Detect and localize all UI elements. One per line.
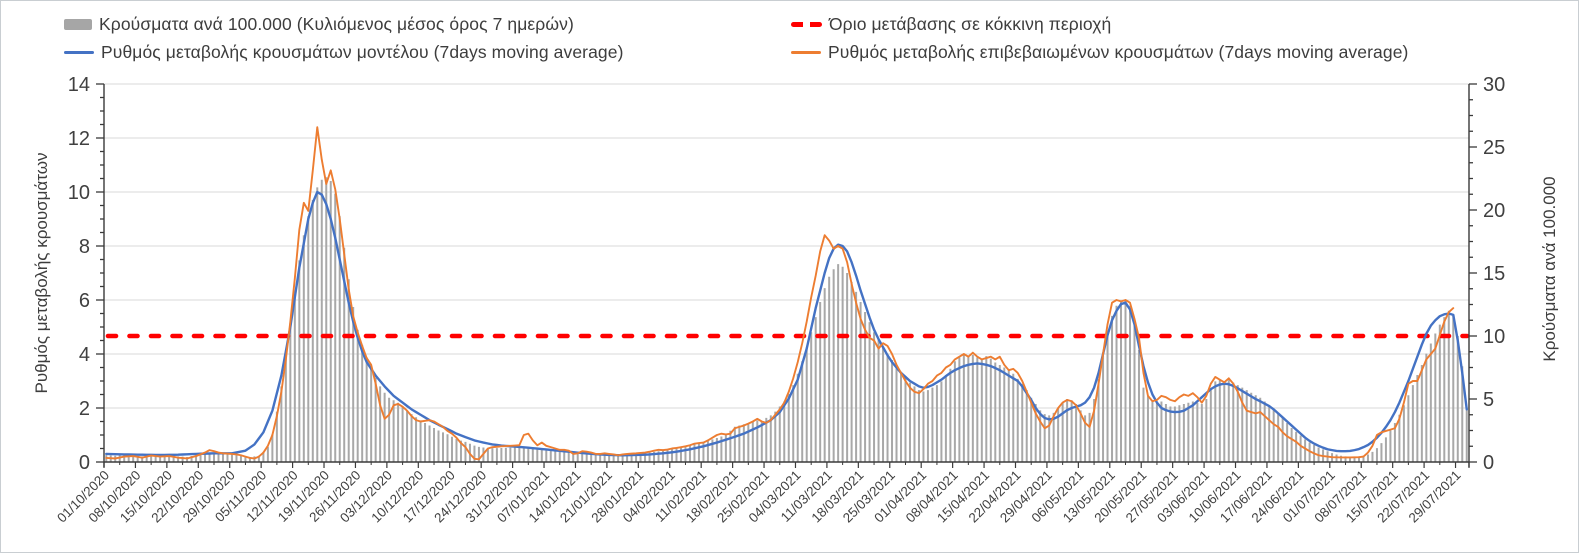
red-dashed-line-swatch-icon: [791, 22, 822, 27]
legend-label-red-threshold: Όριο μετάβασης σε κόκκινη περιοχή: [829, 14, 1112, 34]
legend-item-model-rate: Ρυθμός μεταβολής κρουσμάτων μοντέλου (7d…: [64, 42, 624, 63]
gray-bar-swatch-icon: [64, 19, 92, 30]
svg-text:2: 2: [79, 398, 90, 420]
svg-text:6: 6: [79, 290, 90, 312]
legend-item-cases-per-100k: Κρούσματα ανά 100.000 (Κυλιόμενος μέσος …: [64, 14, 574, 35]
legend: Κρούσματα ανά 100.000 (Κυλιόμενος μέσος …: [1, 1, 1578, 71]
svg-text:4: 4: [79, 344, 90, 366]
svg-text:15: 15: [1483, 263, 1505, 285]
svg-text:8: 8: [79, 236, 90, 258]
axes: 0 2 4 6 8 10 12 14 0 5 10 15 20 25 30: [68, 74, 1506, 474]
svg-text:10: 10: [1483, 326, 1505, 348]
svg-text:0: 0: [1483, 452, 1494, 474]
model-rate-line: [105, 190, 1468, 457]
left-axis-title: Ρυθμός μεταβολής κρουσμάτων: [32, 152, 51, 394]
svg-text:20: 20: [1483, 200, 1505, 222]
confirmed-rate-line: [105, 126, 1455, 461]
bars-cases-per-100k: [105, 177, 1468, 462]
blue-line-swatch-icon: [64, 51, 94, 54]
right-axis-title: Κρούσματα ανά 100.000: [1540, 176, 1559, 362]
svg-text:5: 5: [1483, 389, 1494, 411]
svg-text:25: 25: [1483, 137, 1505, 159]
legend-label-model-rate: Ρυθμός μεταβολής κρουσμάτων μοντέλου (7d…: [101, 42, 624, 62]
x-axis-ticks-and-labels: 01/10/202008/10/202015/10/202022/10/2020…: [54, 462, 1470, 526]
orange-line-swatch-icon: [791, 51, 821, 54]
legend-item-confirmed-rate: Ρυθμός μεταβολής επιβεβαιωμένων κρουσμάτ…: [791, 42, 1408, 63]
legend-label-confirmed-rate: Ρυθμός μεταβολής επιβεβαιωμένων κρουσμάτ…: [828, 42, 1409, 62]
legend-item-red-threshold: Όριο μετάβασης σε κόκκινη περιοχή: [791, 14, 1111, 35]
svg-text:10: 10: [68, 182, 90, 204]
svg-text:0: 0: [79, 452, 90, 474]
svg-text:30: 30: [1483, 74, 1505, 96]
svg-text:14: 14: [68, 74, 90, 96]
svg-text:12: 12: [68, 128, 90, 150]
legend-label-cases-per-100k: Κρούσματα ανά 100.000 (Κυλιόμενος μέσος …: [99, 14, 574, 34]
